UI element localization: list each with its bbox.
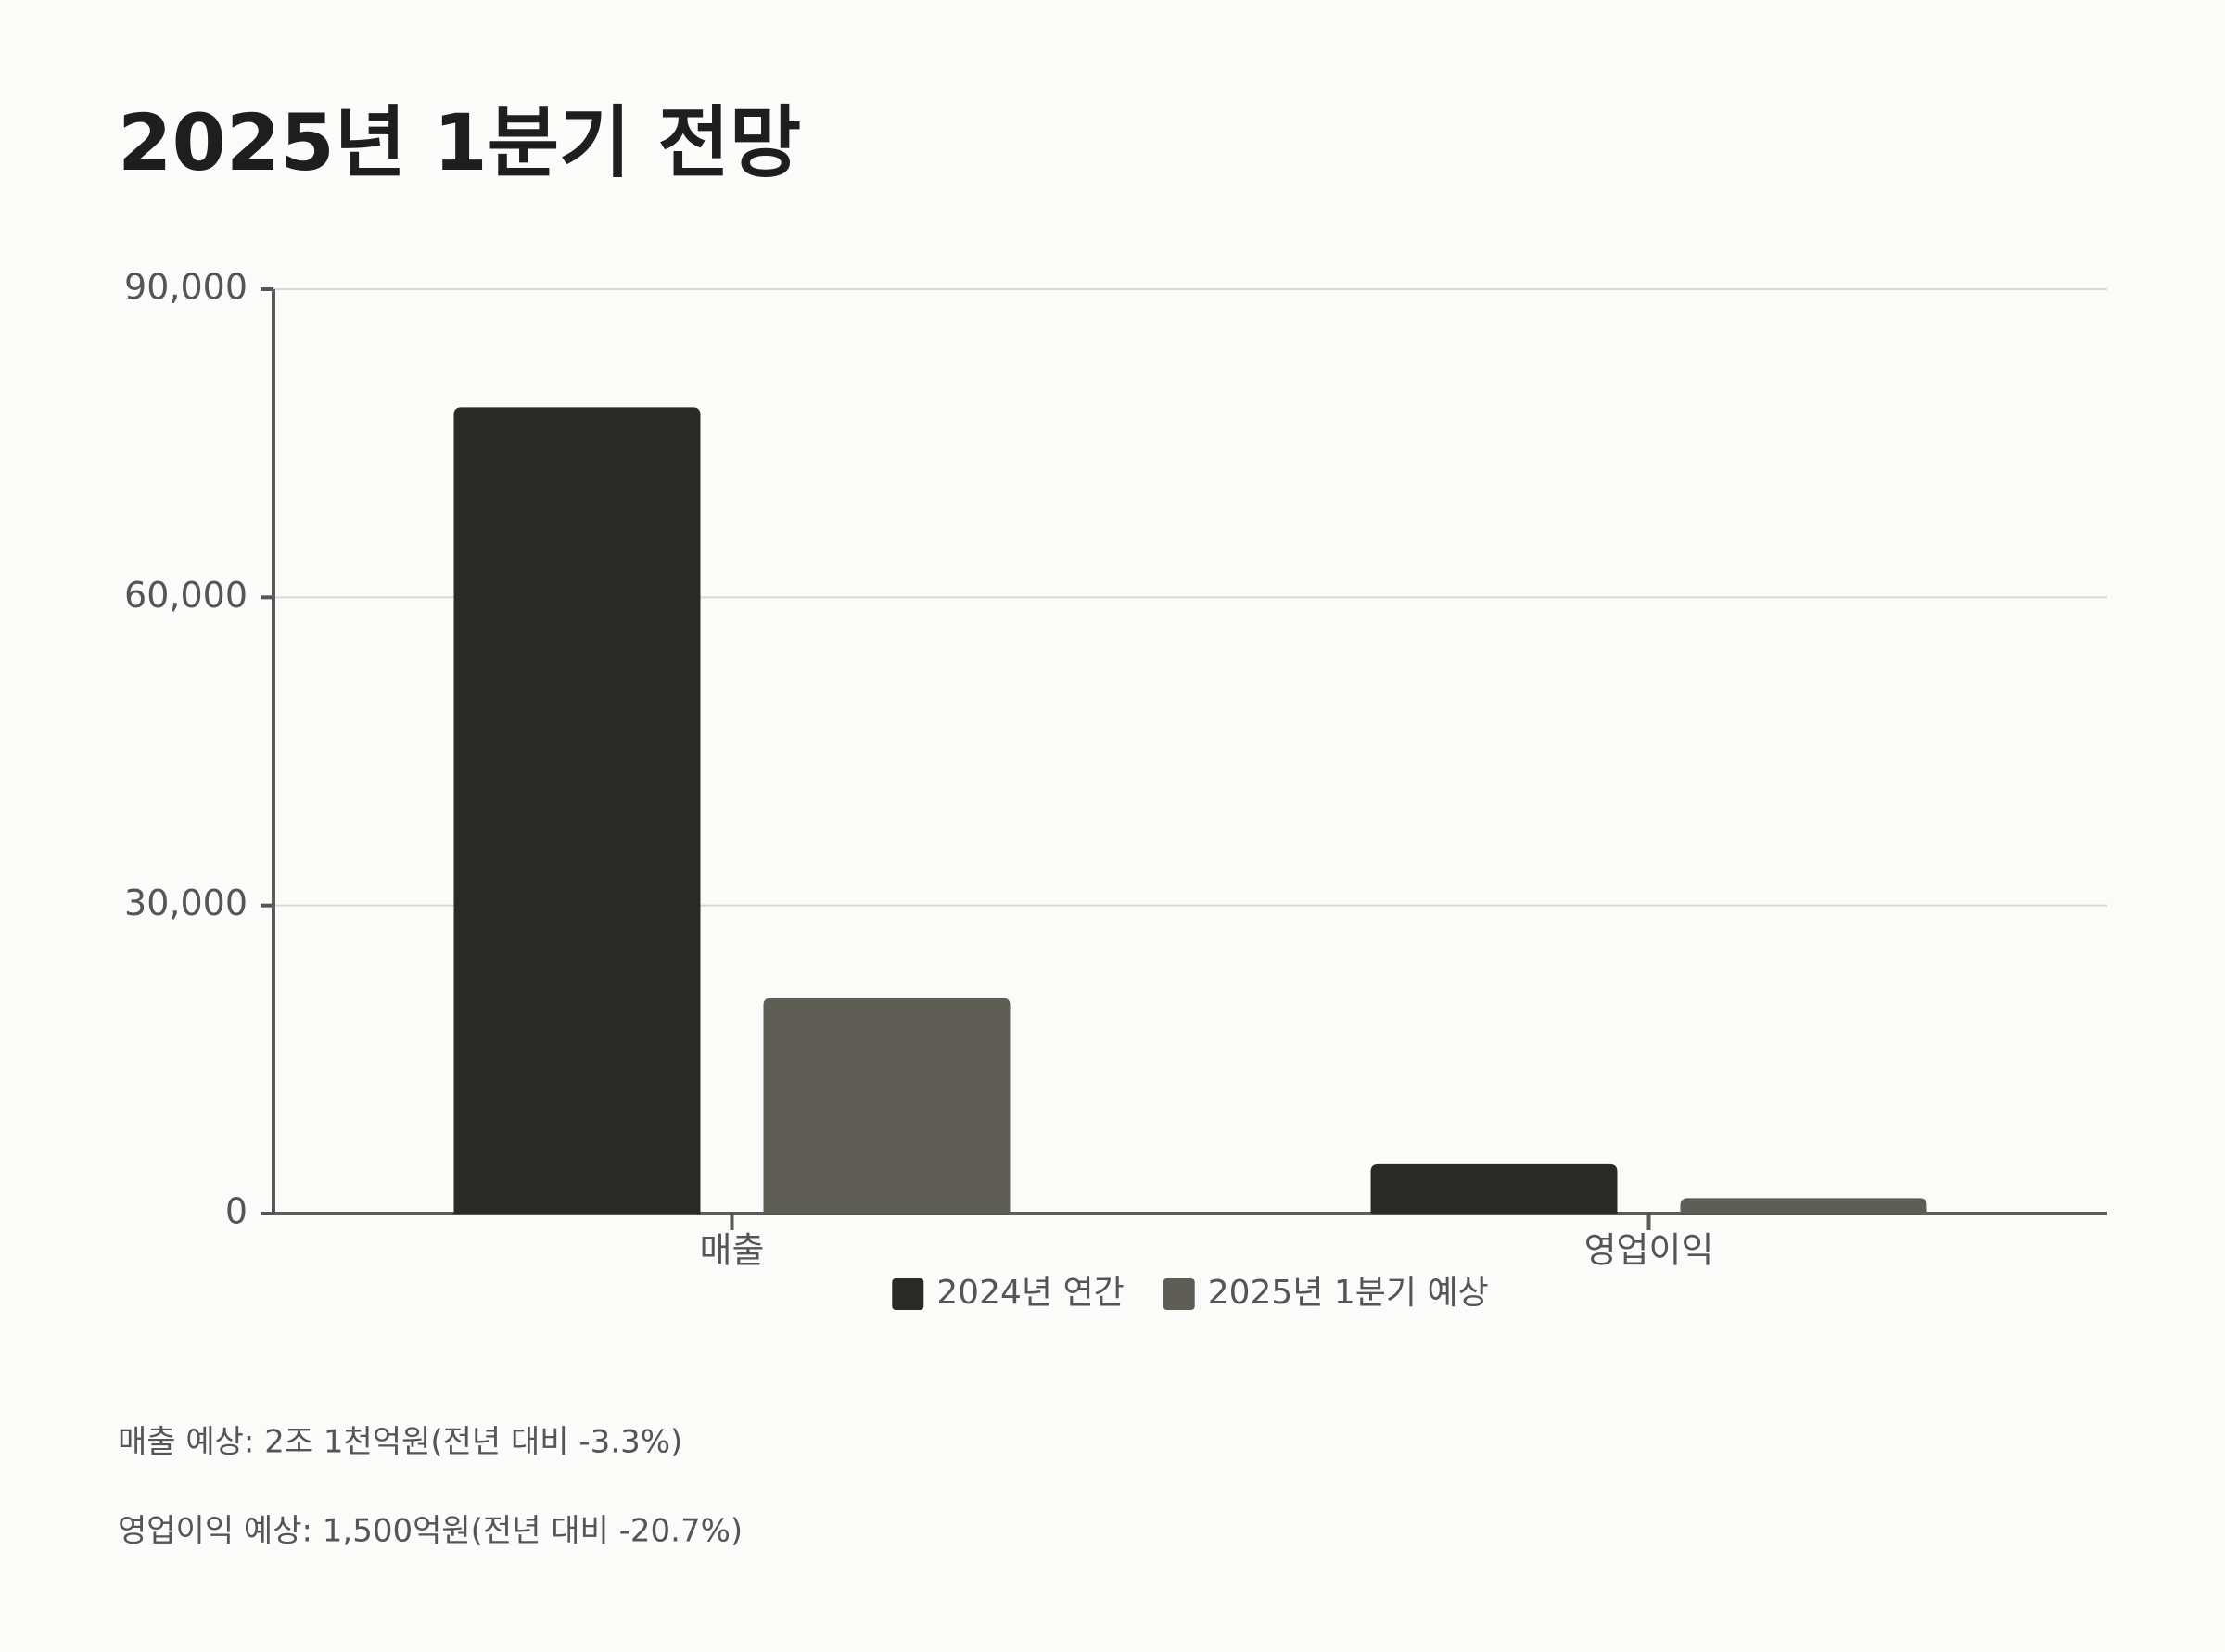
chart-title: 2025년 1분기 전망 <box>118 97 801 188</box>
annotation: 영업이익 예상: 1,500억원(전년 대비 -20.7%) <box>118 1513 743 1550</box>
legend-label: 2025년 1분기 예상 <box>1208 1274 1489 1312</box>
y-tick-label: 90,000 <box>124 267 248 308</box>
legend-item: 2025년 1분기 예상 <box>1163 1274 1489 1312</box>
x-tick-label: 매출 <box>700 1230 765 1271</box>
annotation: 매출 예상: 2조 1천억원(전년 대비 -3.3%) <box>118 1424 682 1461</box>
y-tick-label: 0 <box>225 1191 248 1232</box>
legend-label: 2024년 연간 <box>936 1274 1124 1312</box>
legend-swatch <box>892 1278 924 1310</box>
bar <box>453 407 701 1214</box>
y-tick-label: 30,000 <box>124 883 248 923</box>
legend-item: 2024년 연간 <box>892 1274 1125 1312</box>
bar <box>1370 1163 1618 1214</box>
x-tick-label: 영업이익 <box>1584 1230 1714 1271</box>
bar <box>763 998 1011 1214</box>
y-tick-label: 60,000 <box>124 575 248 616</box>
legend-swatch <box>1163 1278 1195 1310</box>
bar <box>1680 1198 1927 1214</box>
